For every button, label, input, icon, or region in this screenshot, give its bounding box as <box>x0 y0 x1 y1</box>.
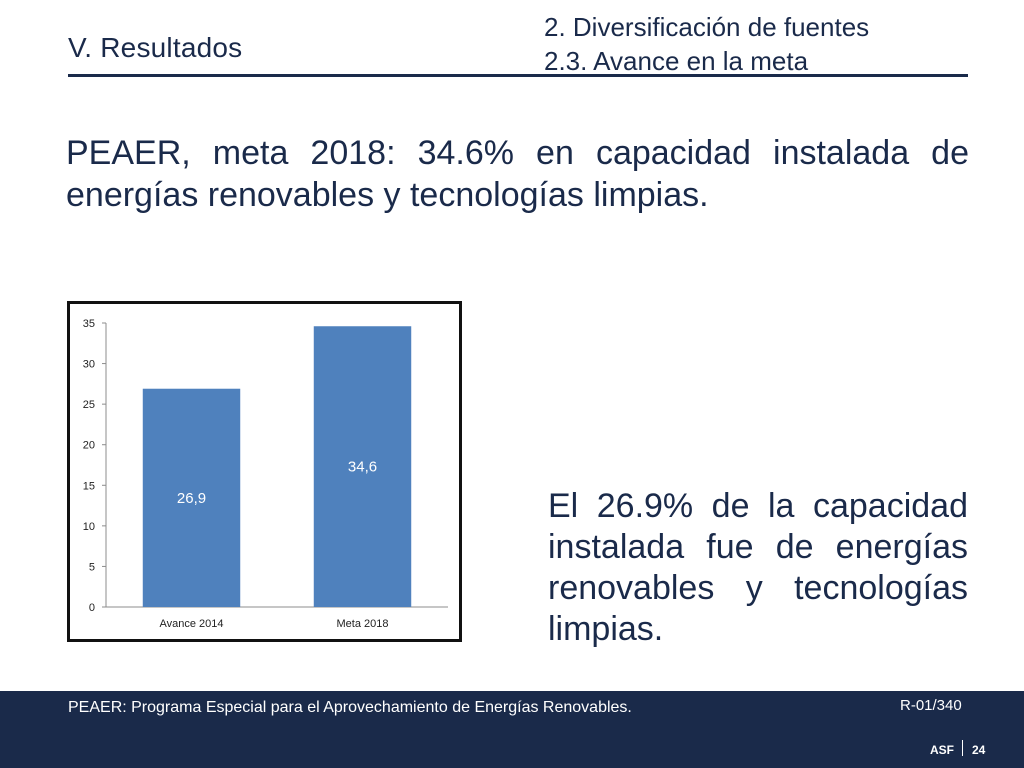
document-code: R-01/340 <box>900 697 962 714</box>
y-tick-label: 10 <box>83 521 95 533</box>
y-tick-label: 25 <box>83 399 95 411</box>
page-separator <box>962 740 963 756</box>
header-divider <box>68 74 968 77</box>
topic-heading: 2. Diversificación de fuentes 2.3. Avanc… <box>544 10 869 78</box>
bar-data-label: 34,6 <box>348 459 377 476</box>
page-number: 24 <box>972 743 986 757</box>
y-tick-label: 15 <box>83 480 95 492</box>
footer-band <box>0 691 1024 768</box>
y-tick-label: 35 <box>83 318 95 330</box>
x-category-label: Avance 2014 <box>159 618 223 630</box>
y-tick-label: 20 <box>83 440 95 452</box>
lead-statement: PEAER, meta 2018: 34.6% en capacidad ins… <box>66 134 969 214</box>
footnote: PEAER: Programa Especial para el Aprovec… <box>68 699 632 716</box>
org-label: ASF <box>930 743 954 757</box>
bar-chart-frame: 0 5 10 15 20 25 30 35 26,9 Avance 2014 34,6 Meta 20… <box>67 301 462 642</box>
topic-line-1: 2. Diversificación de fuentes <box>544 12 870 42</box>
y-tick-label: 5 <box>89 561 95 573</box>
side-statement: El 26.9% de la capacidad instalada fue d… <box>548 487 968 648</box>
section-title: V. Resultados <box>68 32 243 63</box>
bar-chart: 0 5 10 15 20 25 30 35 26,9 Avance 2014 34,6 Meta 20… <box>83 318 448 630</box>
topic-line-2: 2.3. Avance en la meta <box>544 46 809 76</box>
bar-1 <box>142 388 241 607</box>
y-tick-label: 0 <box>89 602 95 614</box>
y-tick-label: 30 <box>83 359 95 371</box>
bar-2 <box>313 326 412 607</box>
bar-data-label: 26,9 <box>177 490 206 507</box>
x-category-label: Meta 2018 <box>337 618 389 630</box>
